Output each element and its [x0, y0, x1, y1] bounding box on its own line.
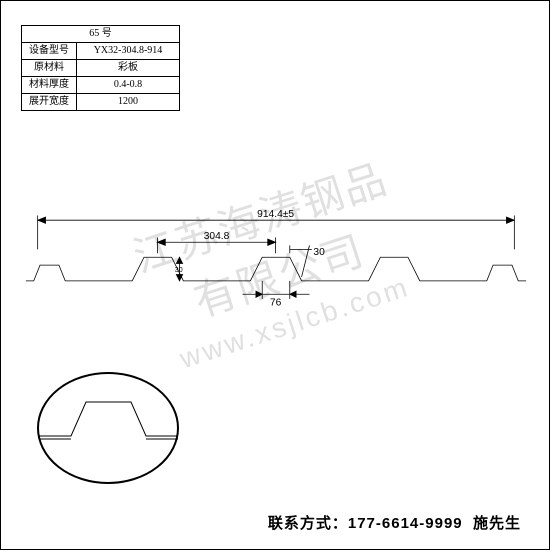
spec-table: 65 号 设备型号 YX32-304.8-914 原材料 彩板 材料厚度 0.4…	[21, 25, 180, 111]
dim-overall	[38, 215, 515, 249]
profile-path	[26, 257, 526, 281]
table-row: 展开宽度 1200	[22, 94, 180, 111]
table-row: 原材料 彩板	[22, 60, 180, 77]
row-label: 原材料	[22, 60, 77, 77]
row-label: 材料厚度	[22, 77, 77, 94]
detail-drawing	[31, 366, 186, 491]
row-label: 展开宽度	[22, 94, 77, 111]
dim-ribtop	[243, 281, 310, 299]
row-value: 1200	[77, 94, 180, 111]
table-title: 65 号	[22, 26, 180, 43]
dim-gap	[290, 245, 312, 277]
dim-overall-text: 914.4±5	[257, 209, 294, 220]
detail-path	[39, 402, 178, 436]
row-value: 0.4-0.8	[77, 77, 180, 94]
dim-height-text: 30	[175, 266, 183, 274]
row-value: 彩板	[77, 60, 180, 77]
dim-gap-text: 30	[313, 247, 325, 258]
page: 65 号 设备型号 YX32-304.8-914 原材料 彩板 材料厚度 0.4…	[0, 0, 550, 550]
contact-line: 联系方式：177-6614-9999 施先生	[268, 512, 521, 533]
contact-person: 施先生	[473, 515, 521, 532]
table-row: 材料厚度 0.4-0.8	[22, 77, 180, 94]
contact-phone: 177-6614-9999	[348, 515, 463, 532]
table-row: 设备型号 YX32-304.8-914	[22, 43, 180, 60]
table-title-row: 65 号	[22, 26, 180, 43]
dim-ribtop-text: 76	[270, 297, 282, 308]
profile-drawing: 914.4±5 304.8 30 30	[21, 206, 531, 336]
detail-ellipse	[38, 373, 178, 483]
row-label: 设备型号	[22, 43, 77, 60]
row-value: YX32-304.8-914	[77, 43, 180, 60]
contact-label: 联系方式：	[268, 515, 348, 532]
dim-pitch-text: 304.8	[204, 231, 230, 242]
